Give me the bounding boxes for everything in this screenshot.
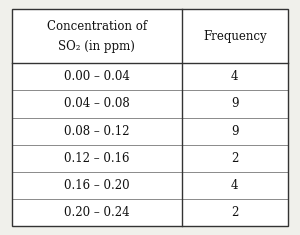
Text: 4: 4 (231, 70, 238, 83)
Text: 2: 2 (231, 152, 239, 164)
Text: 9: 9 (231, 125, 238, 137)
Text: Frequency: Frequency (203, 30, 267, 43)
Text: 9: 9 (231, 98, 238, 110)
Text: 2: 2 (231, 206, 239, 219)
Text: 0.08 – 0.12: 0.08 – 0.12 (64, 125, 130, 137)
Text: 0.16 – 0.20: 0.16 – 0.20 (64, 179, 130, 192)
Text: 0.20 – 0.24: 0.20 – 0.24 (64, 206, 130, 219)
Text: 0.00 – 0.04: 0.00 – 0.04 (64, 70, 130, 83)
Text: 0.04 – 0.08: 0.04 – 0.08 (64, 98, 130, 110)
Text: Concentration of: Concentration of (47, 20, 147, 33)
Text: 0.12 – 0.16: 0.12 – 0.16 (64, 152, 130, 164)
Text: SO₂ (in ppm): SO₂ (in ppm) (58, 40, 135, 53)
Text: 4: 4 (231, 179, 238, 192)
